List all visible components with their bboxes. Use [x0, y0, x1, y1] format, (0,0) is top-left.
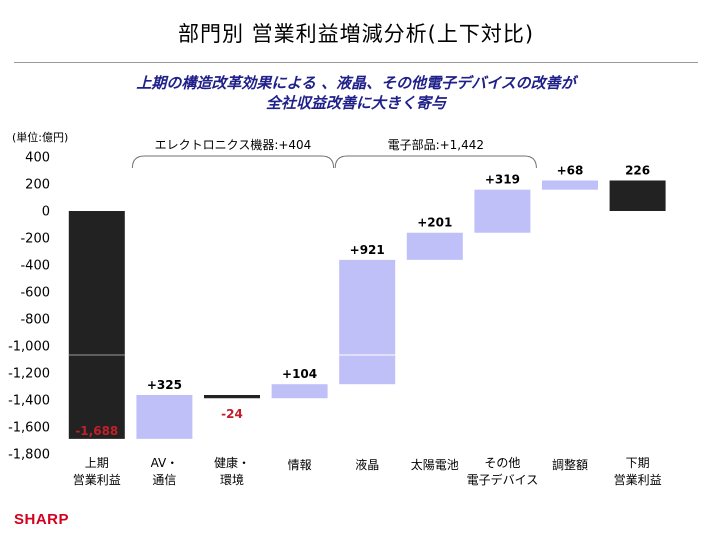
- x-tick-label: 下期: [626, 456, 650, 470]
- subtitle-line-2: 全社収益改善に大きく寄与: [265, 94, 446, 112]
- x-tick-label: 調整額: [552, 457, 588, 472]
- bar-6: [474, 189, 531, 233]
- x-tick-label: 営業利益: [614, 473, 662, 487]
- y-tick-label: -200: [20, 232, 50, 247]
- bar-1: [136, 395, 193, 439]
- group-bracket: [334, 155, 537, 169]
- data-label: +325: [147, 378, 182, 392]
- group-bracket: [131, 155, 335, 169]
- x-tick-label: 液晶: [355, 457, 379, 472]
- x-tick-label: 通信: [152, 473, 176, 487]
- group-label: 電子部品:+1,442: [388, 137, 484, 152]
- subtitle-line-1: 上期の構造改革効果による 、液晶、その他電子デバイスの改善が: [136, 74, 576, 92]
- data-label: +104: [282, 367, 317, 381]
- x-tick-label: 営業利益: [73, 473, 121, 487]
- data-label: 226: [625, 163, 650, 177]
- x-tick-label: AV・: [151, 456, 179, 470]
- y-tick-label: 200: [25, 178, 50, 193]
- x-tick-label: 上期: [85, 456, 109, 470]
- y-tick-label: -1,800: [8, 448, 50, 463]
- data-label: +319: [485, 173, 520, 187]
- x-tick-label: 太陽電池: [411, 457, 459, 472]
- x-tick-label: 健康・: [214, 455, 250, 470]
- data-label: +921: [350, 243, 385, 257]
- y-tick-label: -1,200: [8, 367, 50, 382]
- y-tick-label: -600: [20, 286, 50, 301]
- y-tick-label: -800: [20, 313, 50, 328]
- data-label: +201: [417, 216, 452, 230]
- group-label: エレクトロニクス機器:+404: [155, 137, 312, 152]
- y-tick-label: -1,400: [8, 394, 50, 409]
- bar-3: [271, 384, 328, 399]
- y-tick-label: 400: [25, 151, 50, 166]
- data-label: +68: [557, 163, 584, 177]
- sharp-logo: SHARP: [14, 511, 70, 528]
- bar-0: [68, 211, 125, 439]
- unit-label: (単位:億円): [12, 130, 68, 144]
- bar-4: [339, 259, 396, 385]
- x-tick-label: 電子デバイス: [467, 472, 539, 487]
- y-tick-label: 0: [42, 205, 50, 220]
- bar-2: [204, 395, 260, 399]
- bar-7: [542, 180, 598, 190]
- y-tick-label: -1,600: [8, 421, 50, 436]
- data-label: -24: [221, 407, 243, 421]
- slide-title: 部門別 営業利益増減分析(上下対比): [177, 22, 535, 46]
- bar-5: [406, 232, 463, 260]
- bar-8: [609, 180, 666, 211]
- x-tick-label: 環境: [220, 472, 244, 487]
- y-tick-label: -1,000: [8, 340, 50, 355]
- y-tick-label: -400: [20, 259, 50, 274]
- x-tick-label: その他: [484, 456, 520, 470]
- data-label: -1,688: [75, 424, 118, 438]
- title-divider: [14, 62, 698, 63]
- x-tick-label: 情報: [288, 458, 312, 472]
